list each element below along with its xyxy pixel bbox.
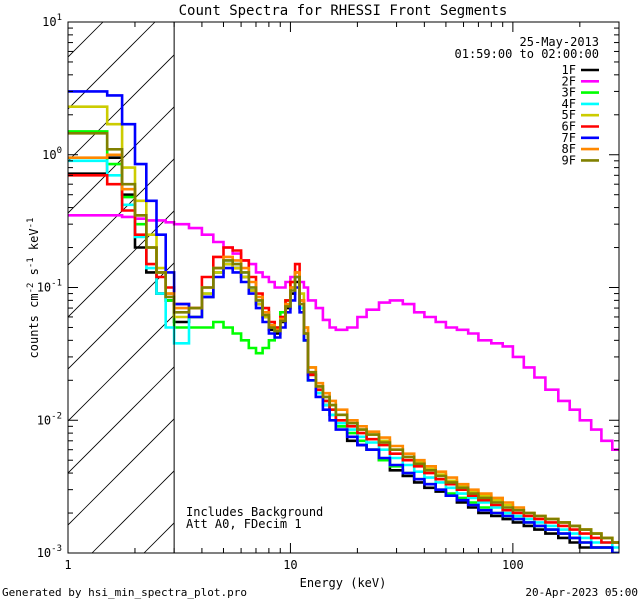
hatch-line xyxy=(68,54,175,162)
time-range-label: 01:59:00 to 02:00:00 xyxy=(455,47,600,61)
legend-label-6F: 6F xyxy=(562,120,576,134)
chart-title: Count Spectra for RHESSI Front Segments xyxy=(179,3,508,19)
plot-frame xyxy=(67,21,620,554)
series-line-6F xyxy=(68,174,619,544)
series-line-3F xyxy=(68,130,619,553)
legend-label-3F: 3F xyxy=(562,86,576,100)
attenuator-annotation: Att A0, FDecim 1 xyxy=(186,517,302,531)
date-label: 25-May-2013 xyxy=(520,35,599,49)
hatch-line xyxy=(68,418,175,526)
x-tick-label: 100 xyxy=(502,558,524,572)
footer-timestamp: 20-Apr-2023 05:00 xyxy=(525,586,638,599)
series-line-7F xyxy=(68,90,619,553)
footer-generated-by: Generated by hsi_min_spectra_plot.pro xyxy=(2,586,247,599)
series-line-1F xyxy=(68,156,619,553)
legend-label-5F: 5F xyxy=(562,108,576,122)
legend-label-7F: 7F xyxy=(562,131,576,145)
y-tick-label: 101 xyxy=(42,13,62,29)
legend-label-9F: 9F xyxy=(562,153,576,167)
hatch-line xyxy=(352,22,640,553)
legend-label-1F: 1F xyxy=(562,63,576,77)
series-line-5F xyxy=(68,105,619,544)
x-axis-label: Energy (keV) xyxy=(300,576,387,590)
series-line-8F xyxy=(68,153,619,544)
y-tick-label: 10-2 xyxy=(37,411,62,427)
series-line-4F xyxy=(68,159,619,549)
x-tick-label: 1 xyxy=(64,558,71,572)
hatch-line xyxy=(68,210,175,318)
y-axis-label: counts cm-2 s-1 keV-1 xyxy=(26,218,41,359)
x-tick-label: 10 xyxy=(283,558,297,572)
hatch-line xyxy=(300,22,640,553)
background-annotation: Includes Background xyxy=(186,505,323,519)
legend-label-4F: 4F xyxy=(562,97,576,111)
series-line-2F xyxy=(68,214,619,451)
hatch-line xyxy=(68,262,175,370)
hatch-line xyxy=(68,366,175,474)
y-tick-label: 10-3 xyxy=(37,544,62,560)
legend-label-8F: 8F xyxy=(562,142,576,156)
series-line-9F xyxy=(68,132,619,544)
hatch-line xyxy=(68,106,175,214)
legend-label-2F: 2F xyxy=(562,74,576,88)
y-tick-label: 10-1 xyxy=(37,279,62,295)
excluded-energy-hatch xyxy=(68,22,640,553)
y-tick-label: 100 xyxy=(42,146,62,162)
